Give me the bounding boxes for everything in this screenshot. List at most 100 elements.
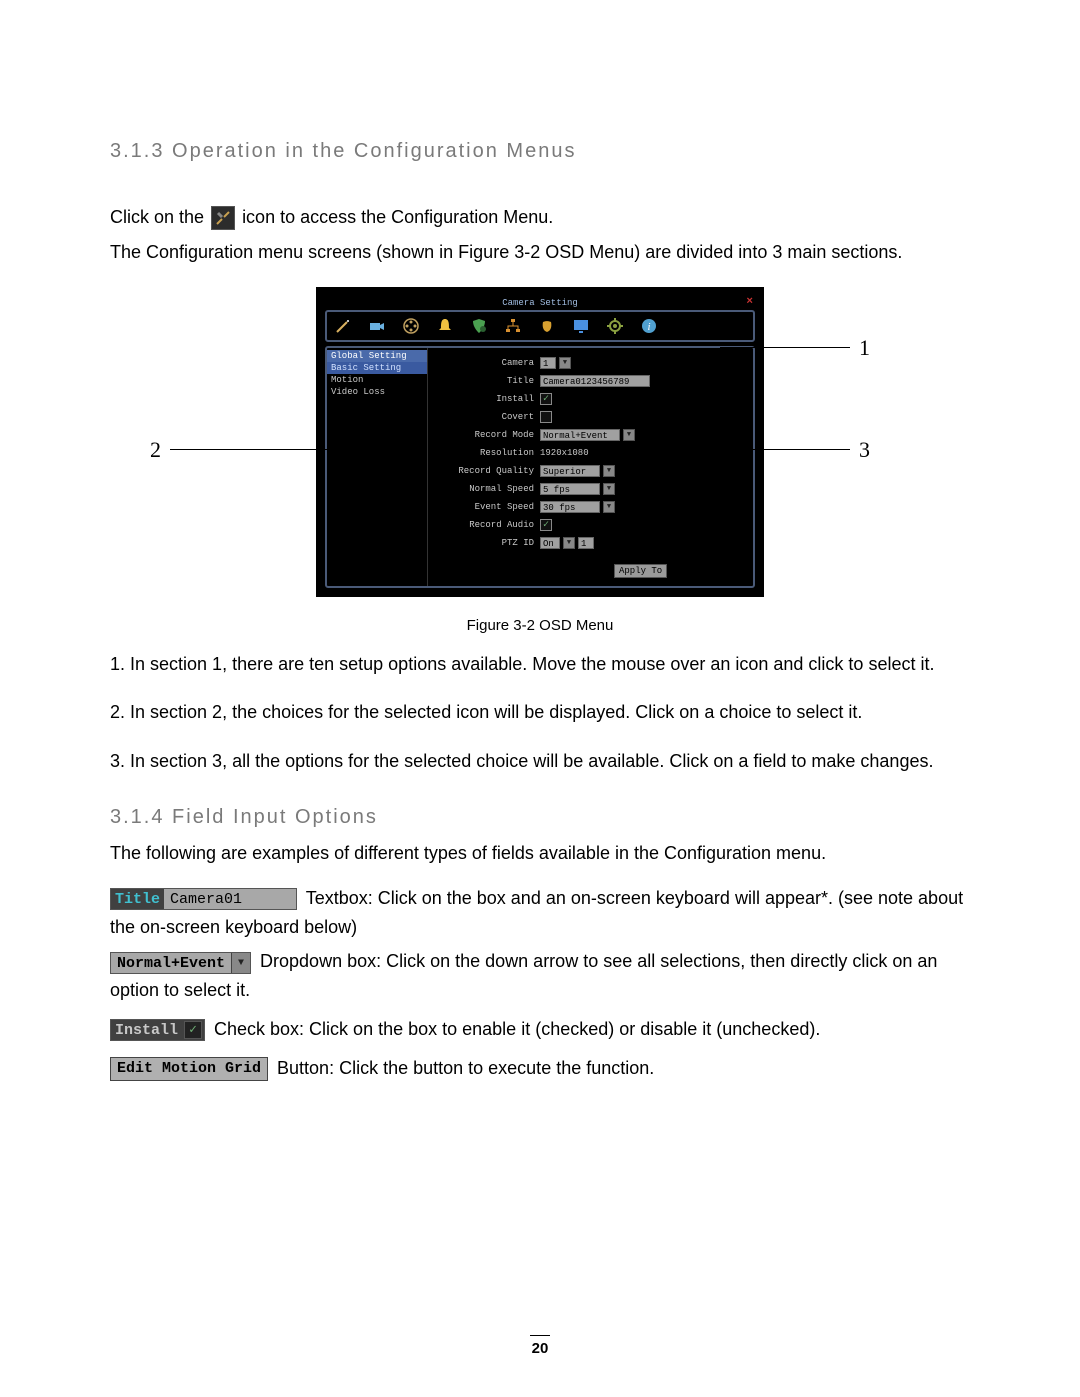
- reel-icon[interactable]: [401, 316, 421, 336]
- label-eventspeed: Event Speed: [434, 502, 540, 512]
- example-textbox-label: Title: [111, 889, 164, 909]
- example-textbox-value[interactable]: Camera01: [164, 889, 296, 909]
- chevron-down-icon[interactable]: ▼: [603, 483, 615, 495]
- example-checkbox-desc: Check box: Click on the box to enable it…: [209, 1019, 820, 1039]
- callout-line-3: [750, 449, 850, 450]
- bell-icon[interactable]: [435, 316, 455, 336]
- recordaudio-checkbox[interactable]: ✓: [540, 519, 552, 531]
- sidebar-item-basic[interactable]: Basic Setting: [327, 362, 427, 374]
- osd-title: Camera Setting: [502, 298, 578, 308]
- label-normalspeed: Normal Speed: [434, 484, 540, 494]
- wand-icon[interactable]: [333, 316, 353, 336]
- example-textbox-para: TitleCamera01 Textbox: Click on the box …: [110, 884, 970, 942]
- example-checkbox-widget: Install✓: [110, 1019, 205, 1041]
- osd-body: Global Setting Basic Setting Motion Vide…: [325, 346, 755, 588]
- chevron-down-icon[interactable]: ▼: [231, 953, 250, 973]
- label-resolution: Resolution: [434, 448, 540, 458]
- example-button-para: Edit Motion Grid Button: Click the butto…: [110, 1054, 970, 1083]
- recordmode-select[interactable]: Normal+Event: [540, 429, 620, 441]
- intro-line2: The Configuration menu screens (shown in…: [110, 238, 970, 267]
- page-number: 20: [0, 1335, 1080, 1357]
- apply-to-button[interactable]: Apply To: [614, 564, 667, 578]
- callout-line-2: [170, 449, 350, 450]
- label-title: Title: [434, 376, 540, 386]
- chevron-down-icon[interactable]: ▼: [603, 465, 615, 477]
- config-icon: [211, 206, 235, 230]
- row-normalspeed: Normal Speed 5 fps▼: [434, 482, 743, 496]
- section-heading-313: 3.1.3 Operation in the Configuration Men…: [110, 140, 970, 163]
- close-icon[interactable]: ×: [746, 296, 753, 308]
- example-checkbox-para: Install✓ Check box: Click on the box to …: [110, 1015, 970, 1044]
- chevron-down-icon[interactable]: ▼: [559, 357, 571, 369]
- label-camera: Camera: [434, 358, 540, 368]
- osd-title-bar: Camera Setting ×: [325, 296, 755, 310]
- callout-3: 3: [859, 437, 870, 463]
- intro-line1b: icon to access the Configuration Menu.: [242, 207, 553, 227]
- ptz-on-select[interactable]: On: [540, 537, 560, 549]
- intro-block: Click on the icon to access the Configur…: [110, 203, 970, 267]
- row-install: Install ✓: [434, 392, 743, 406]
- example-textbox-widget: TitleCamera01: [110, 888, 297, 910]
- camera-icon[interactable]: [367, 316, 387, 336]
- list-item-3: 3. In section 3, all the options for the…: [110, 747, 970, 776]
- example-checkbox[interactable]: ✓: [184, 1021, 202, 1039]
- title-input[interactable]: Camera0123456789: [540, 375, 650, 387]
- list-item-1: 1. In section 1, there are ten setup opt…: [110, 650, 970, 679]
- example-dropdown-value[interactable]: Normal+Event: [111, 953, 231, 973]
- intro-line1a: Click on the: [110, 207, 209, 227]
- label-covert: Covert: [434, 412, 540, 422]
- osd-window: Camera Setting × i Global Setting Basic …: [316, 287, 764, 597]
- network-icon[interactable]: [503, 316, 523, 336]
- row-eventspeed: Event Speed 30 fps▼: [434, 500, 743, 514]
- document-page: 3.1.3 Operation in the Configuration Men…: [0, 0, 1080, 1397]
- label-quality: Record Quality: [434, 466, 540, 476]
- osd-figure: 1 2 3 Camera Setting × i: [110, 287, 970, 597]
- fio-intro: The following are examples of different …: [110, 839, 970, 868]
- svg-text:i: i: [647, 321, 650, 333]
- example-button[interactable]: Edit Motion Grid: [110, 1057, 268, 1081]
- info-icon[interactable]: i: [639, 316, 659, 336]
- normalspeed-select[interactable]: 5 fps: [540, 483, 600, 495]
- chevron-down-icon[interactable]: ▼: [563, 537, 575, 549]
- callout-2: 2: [150, 437, 161, 463]
- row-title: Title Camera0123456789: [434, 374, 743, 388]
- figure-caption: Figure 3-2 OSD Menu: [110, 617, 970, 634]
- gear-icon[interactable]: [605, 316, 625, 336]
- osd-form: Camera 1▼ Title Camera0123456789 Install…: [428, 348, 753, 586]
- resolution-value: 1920x1080: [540, 448, 589, 458]
- label-ptzid: PTZ ID: [434, 538, 540, 548]
- sidebar-item-global[interactable]: Global Setting: [327, 350, 427, 362]
- example-dropdown-para: Normal+Event▼ Dropdown box: Click on the…: [110, 947, 970, 1005]
- example-button-desc: Button: Click the button to execute the …: [272, 1058, 654, 1078]
- row-ptzid: PTZ ID On▼ 1: [434, 536, 743, 550]
- row-quality: Record Quality Superior▼: [434, 464, 743, 478]
- example-checkbox-label: Install: [111, 1020, 182, 1040]
- sidebar-item-motion[interactable]: Motion: [327, 374, 427, 386]
- chevron-down-icon[interactable]: ▼: [623, 429, 635, 441]
- sidebar-item-videoloss[interactable]: Video Loss: [327, 386, 427, 398]
- row-recordmode: Record Mode Normal+Event▼: [434, 428, 743, 442]
- label-install: Install: [434, 394, 540, 404]
- label-recordaudio: Record Audio: [434, 520, 540, 530]
- ptz-num-input[interactable]: 1: [578, 537, 594, 549]
- monitor-icon[interactable]: [571, 316, 591, 336]
- covert-checkbox[interactable]: ✓: [540, 411, 552, 423]
- section-heading-314: 3.1.4 Field Input Options: [110, 806, 970, 829]
- row-resolution: Resolution 1920x1080: [434, 446, 743, 460]
- shield-icon[interactable]: [469, 316, 489, 336]
- intro-line1: Click on the icon to access the Configur…: [110, 203, 970, 232]
- camera-select[interactable]: 1: [540, 357, 556, 369]
- osd-toolbar: i: [325, 310, 755, 342]
- install-checkbox[interactable]: ✓: [540, 393, 552, 405]
- money-icon[interactable]: [537, 316, 557, 336]
- osd-sidebar: Global Setting Basic Setting Motion Vide…: [327, 348, 428, 586]
- label-recordmode: Record Mode: [434, 430, 540, 440]
- example-dropdown-widget: Normal+Event▼: [110, 952, 251, 974]
- chevron-down-icon[interactable]: ▼: [603, 501, 615, 513]
- row-recordaudio: Record Audio ✓: [434, 518, 743, 532]
- quality-select[interactable]: Superior: [540, 465, 600, 477]
- list-item-2: 2. In section 2, the choices for the sel…: [110, 698, 970, 727]
- eventspeed-select[interactable]: 30 fps: [540, 501, 600, 513]
- callout-line-1: [720, 347, 850, 348]
- row-covert: Covert ✓: [434, 410, 743, 424]
